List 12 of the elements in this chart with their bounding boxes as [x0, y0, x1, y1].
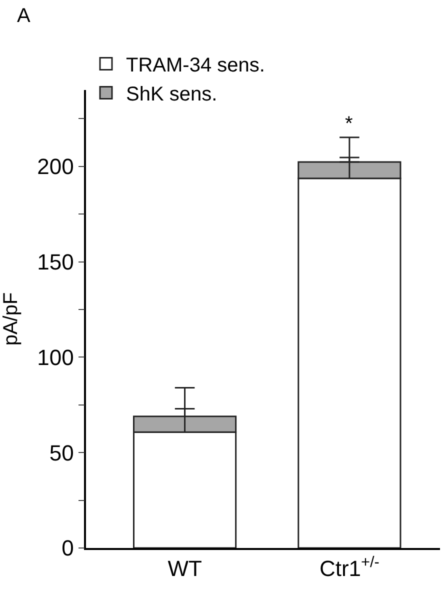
- legend-label: ShK sens.: [126, 84, 218, 106]
- y-tick-label: 100: [37, 344, 74, 370]
- y-tick-label: 200: [37, 154, 74, 180]
- y-tick-label: 50: [49, 440, 74, 466]
- x-tick-label: Ctr1$^{+/-}$: [319, 554, 380, 582]
- text: A: [17, 5, 31, 27]
- y-tick-label: 0: [62, 536, 74, 561]
- y-axis-title: pA/pF: [0, 292, 22, 346]
- y-tick-label: 150: [37, 249, 74, 274]
- annotation: *: [345, 113, 353, 135]
- x-tick-label: WT: [168, 556, 202, 582]
- legend-label: TRAM-34 sens.: [126, 54, 265, 76]
